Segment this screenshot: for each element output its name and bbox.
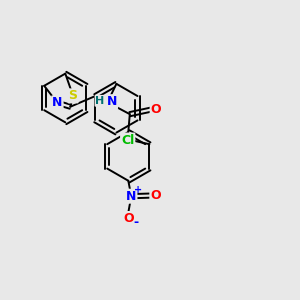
Text: N: N — [107, 95, 117, 108]
Text: O: O — [151, 103, 161, 116]
Text: Cl: Cl — [121, 134, 134, 146]
Text: +: + — [134, 185, 142, 195]
Text: S: S — [69, 89, 78, 102]
Text: -: - — [133, 216, 138, 229]
Text: H: H — [95, 96, 105, 106]
Text: O: O — [123, 212, 134, 225]
Text: N: N — [52, 96, 63, 110]
Text: N: N — [126, 190, 136, 203]
Text: O: O — [150, 189, 161, 202]
